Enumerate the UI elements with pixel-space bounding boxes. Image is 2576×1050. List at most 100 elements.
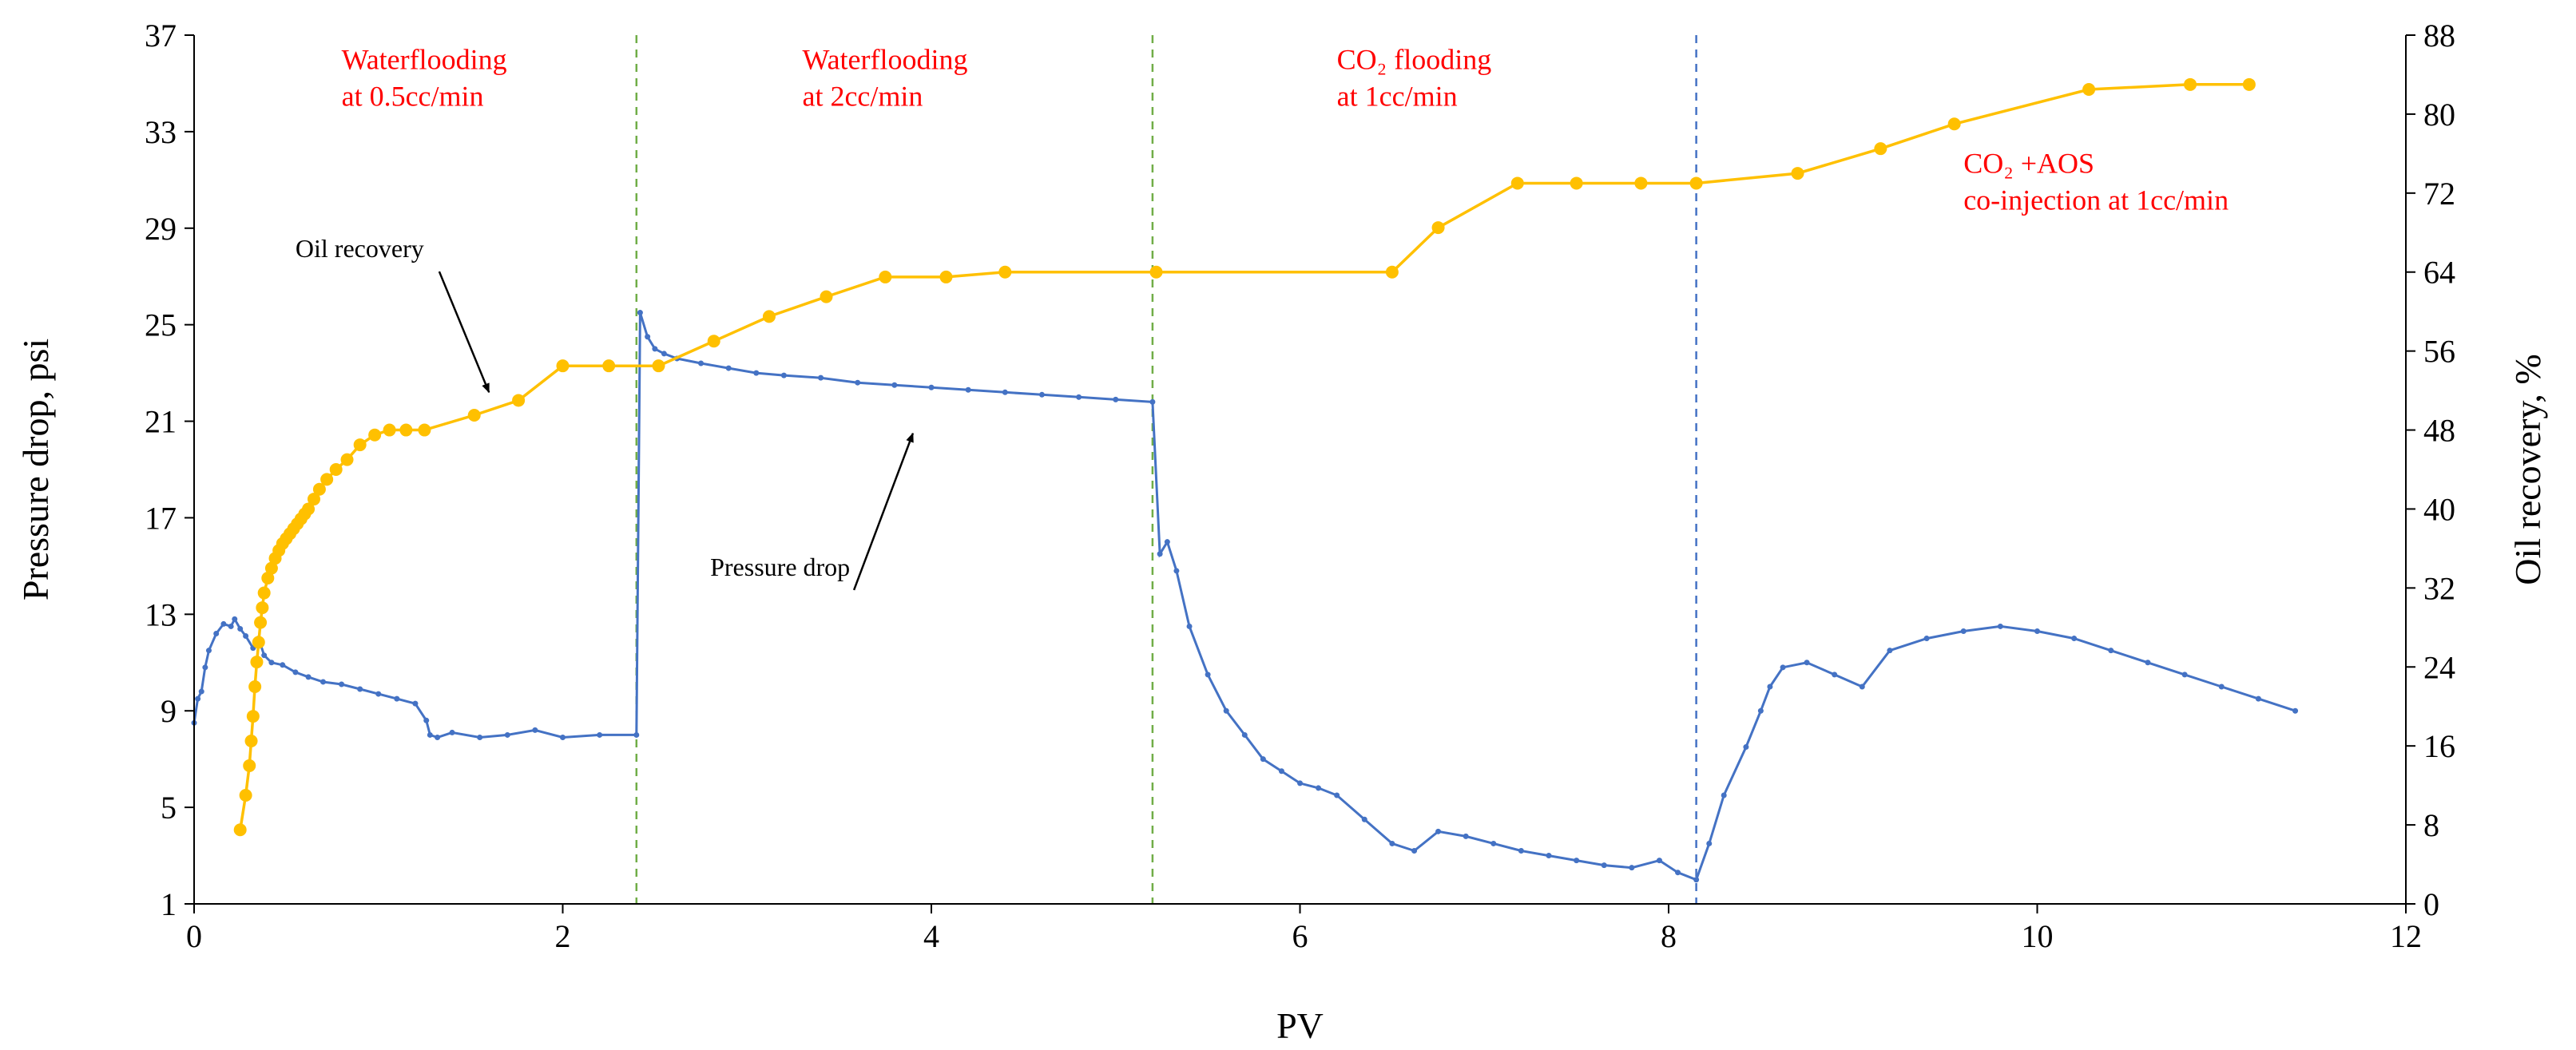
oil-recovery-point xyxy=(261,572,275,584)
pressure-drop-point xyxy=(435,734,441,740)
pressure-drop-point xyxy=(891,382,898,388)
oil-recovery-point xyxy=(256,601,269,615)
pressure-drop-point xyxy=(1173,568,1180,574)
oil-recovery-point xyxy=(320,473,334,486)
x-tick-label: 6 xyxy=(1292,918,1308,954)
oil-recovery-point xyxy=(1689,176,1703,190)
oil-recovery-point xyxy=(307,493,320,506)
oil-recovery-point xyxy=(1149,265,1163,279)
pressure-drop-point xyxy=(1721,792,1727,798)
pressure-drop-point xyxy=(652,346,658,352)
oil-recovery-point xyxy=(2082,83,2096,96)
annotation-label: Pressure drop xyxy=(710,553,850,581)
pressure-drop-point xyxy=(1832,672,1838,678)
pressure-drop-point xyxy=(412,700,419,707)
pressure-drop-point xyxy=(1164,539,1170,545)
pressure-drop-point xyxy=(597,731,603,738)
pressure-drop-point xyxy=(2108,648,2114,654)
pressure-drop-point xyxy=(1186,623,1193,629)
pressure-drop-point xyxy=(1767,683,1773,690)
y-right-tick-label: 8 xyxy=(2423,807,2439,843)
phase-label-line: CO₂ flooding xyxy=(1337,43,1492,75)
x-tick-label: 2 xyxy=(555,918,571,954)
pressure-drop-point xyxy=(375,691,382,697)
pressure-drop-point xyxy=(339,681,345,687)
x-tick-label: 12 xyxy=(2390,918,2422,954)
pressure-drop-point xyxy=(1389,840,1395,846)
pressure-drop-point xyxy=(1490,840,1497,846)
pressure-drop-point xyxy=(725,365,732,371)
pressure-drop-point xyxy=(2071,636,2078,642)
pressure-drop-point xyxy=(320,679,327,685)
x-tick-label: 4 xyxy=(923,918,939,954)
y-right-tick-label: 24 xyxy=(2423,649,2455,685)
y-left-axis-title: Pressure drop, psi xyxy=(15,339,56,600)
pressure-drop-point xyxy=(1780,664,1786,671)
oil-recovery-point xyxy=(820,290,833,303)
pressure-drop-point xyxy=(1601,862,1607,869)
pressure-drop-point xyxy=(1316,785,1322,791)
pressure-drop-point xyxy=(1076,394,1082,400)
oil-recovery-point xyxy=(312,482,326,496)
y-right-tick-label: 80 xyxy=(2423,97,2455,133)
phase-label-line: at 0.5cc/min xyxy=(342,80,484,112)
pressure-drop-point xyxy=(2292,707,2299,714)
oil-recovery-point xyxy=(1947,117,1961,131)
pressure-drop-point xyxy=(698,360,705,367)
oil-recovery-point xyxy=(879,270,892,283)
pressure-drop-point xyxy=(243,633,249,640)
pressure-drop-point xyxy=(268,660,275,666)
pressure-drop-point xyxy=(661,351,667,357)
pressure-drop-point xyxy=(1278,768,1284,775)
pressure-drop-point xyxy=(423,717,430,723)
oil-recovery-point xyxy=(244,735,258,747)
oil-recovery-point xyxy=(257,586,271,600)
pressure-drop-point xyxy=(357,686,363,692)
oil-recovery-point xyxy=(329,463,343,476)
pressure-drop-point xyxy=(1157,551,1163,557)
pressure-drop-point xyxy=(1887,648,1893,654)
pressure-drop-point xyxy=(633,731,640,738)
oil-recovery-point xyxy=(368,428,382,442)
pressure-drop-point xyxy=(195,695,201,702)
annotation-arrow xyxy=(438,271,490,394)
y-right-axis-title: Oil recovery, % xyxy=(2507,354,2548,585)
y-left-tick-label: 33 xyxy=(145,114,177,150)
phase-label-line: co-injection at 1cc/min xyxy=(1963,184,2229,216)
y-left-tick-label: 1 xyxy=(161,886,177,922)
oil-recovery-series xyxy=(233,77,2256,837)
pressure-drop-line xyxy=(193,312,2296,882)
pressure-drop-point xyxy=(1743,744,1749,751)
oil-recovery-point xyxy=(707,335,720,348)
y-right-tick-label: 16 xyxy=(2423,728,2455,764)
y-left-tick-label: 9 xyxy=(161,693,177,729)
phase-label-line: at 2cc/min xyxy=(802,80,923,112)
pressure-drop-point xyxy=(1546,853,1552,859)
oil-recovery-point xyxy=(1510,176,1524,190)
y-left-tick-label: 17 xyxy=(145,500,177,536)
oil-recovery-point xyxy=(233,823,247,837)
oil-recovery-point xyxy=(1791,167,1804,180)
pressure-drop-point xyxy=(1997,623,2003,629)
pressure-drop-point xyxy=(1706,840,1713,846)
pressure-drop-point xyxy=(1757,707,1764,714)
pressure-drop-point xyxy=(394,695,400,702)
pressure-drop-point xyxy=(1693,877,1700,883)
phase-label-line: Waterflooding xyxy=(342,43,507,75)
y-right-tick-label: 0 xyxy=(2423,886,2439,922)
oil-recovery-point xyxy=(1431,221,1445,235)
pressure-drop-point xyxy=(1411,848,1418,854)
oil-recovery-point xyxy=(556,359,570,373)
pressure-drop-point xyxy=(1629,865,1635,871)
pressure-drop-point xyxy=(1361,816,1367,822)
oil-recovery-point xyxy=(383,423,396,437)
pressure-drop-point xyxy=(205,648,212,654)
pressure-drop-point xyxy=(2181,672,2188,678)
pressure-drop-point xyxy=(449,729,455,735)
pressure-drop-point xyxy=(261,652,268,659)
y-right-tick-label: 48 xyxy=(2423,413,2455,449)
pressure-drop-point xyxy=(1518,848,1524,854)
oil-recovery-point xyxy=(2242,77,2256,91)
